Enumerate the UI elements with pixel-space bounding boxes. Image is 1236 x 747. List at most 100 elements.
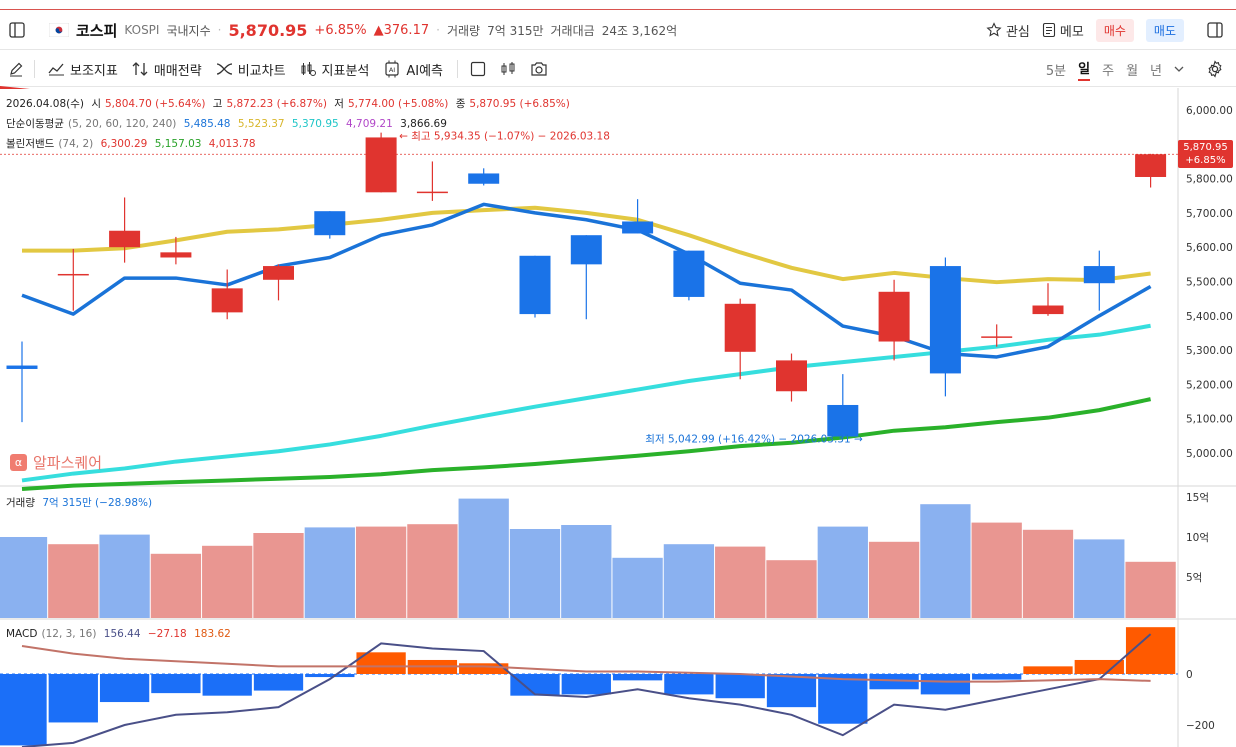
- candle-body: [981, 336, 1013, 338]
- tool-analysis[interactable]: 지표분석: [300, 60, 369, 79]
- sell-button[interactable]: 매도: [1145, 18, 1184, 42]
- candle: [57, 248, 89, 311]
- period-day[interactable]: 일: [1078, 58, 1091, 81]
- chart-canvas[interactable]: ← 최고 5,934.35 (−1.07%) − 2026.03.18 최저 5,…: [0, 88, 1236, 747]
- screenshot-button[interactable]: [530, 61, 548, 77]
- draw-tool-button[interactable]: [8, 51, 24, 87]
- candle: [160, 236, 192, 265]
- volume-bar: [612, 557, 663, 618]
- price-tick-label: 5,400.00: [1186, 311, 1233, 323]
- volume-value: 7억 315만: [487, 23, 544, 38]
- candle: [519, 255, 551, 318]
- stock-info: 코스피 KOSPI 국내지수 · 5,870.95 +6.85% ▲376.17…: [76, 20, 678, 40]
- candle: [1083, 250, 1115, 311]
- candle: [365, 132, 397, 193]
- low-annotation: 최저 5,042.99 (+16.42%) − 2026.03.31 →: [645, 433, 863, 445]
- tool-ai-label: AI예측: [406, 63, 444, 79]
- candle: [673, 250, 705, 301]
- period-year[interactable]: 년: [1150, 63, 1162, 79]
- volume-bar: [48, 544, 99, 618]
- volume-bar: [1022, 529, 1074, 618]
- macd-legend[interactable]: MACD (12, 3, 16) 156.44 −27.18 183.62: [6, 628, 235, 640]
- volume-bar: [0, 537, 48, 618]
- bb-lower-value: 4,013.78: [208, 138, 256, 150]
- candle-body: [468, 173, 500, 184]
- ma5-line: [21, 202, 1152, 359]
- signal-value: −27.18: [147, 628, 187, 640]
- volume-legend[interactable]: 거래량 7억 315만 (−28.98%): [6, 495, 156, 510]
- chart-toolbar: 보조지표 매매전략 비교차트 지표분석 AI AI예측 5분 일: [0, 51, 1236, 87]
- candle-body: [827, 404, 859, 437]
- strategy-icon: [132, 62, 148, 76]
- candle: [1032, 283, 1064, 316]
- ma20-line: [22, 205, 1151, 285]
- buy-button[interactable]: 매수: [1095, 18, 1134, 42]
- sidebar-toggle-icon[interactable]: [8, 10, 26, 50]
- side-panel-toggle-icon[interactable]: [1206, 10, 1224, 50]
- stock-name: 코스피: [76, 21, 118, 40]
- macd-histogram-bar: [818, 674, 868, 724]
- signal-line: [21, 644, 1151, 683]
- change-percent: +6.85%: [314, 22, 367, 38]
- svg-text:AI: AI: [389, 66, 395, 74]
- volume-bar: [715, 546, 766, 618]
- macd-params: (12, 3, 16): [41, 628, 97, 640]
- alphasquare-logo-icon: α: [10, 454, 27, 471]
- volume-bar: [509, 529, 561, 618]
- price-tick-label: 5,000.00: [1186, 448, 1233, 460]
- korea-flag-icon: [48, 10, 70, 50]
- square-icon: [470, 61, 486, 77]
- candle-type-button[interactable]: [500, 61, 516, 77]
- ma20-value: 5,523.37: [237, 118, 285, 130]
- macd-label: MACD: [6, 628, 38, 640]
- candle-body: [1135, 154, 1167, 177]
- macd-histogram-bar: [151, 674, 201, 694]
- macd-histogram-bar: [305, 674, 355, 678]
- settings-button[interactable]: [1206, 51, 1224, 87]
- candle-body: [570, 235, 602, 265]
- macd-histogram-bar: [869, 674, 919, 690]
- candle: [724, 298, 756, 380]
- legend-date: 2026.04.08(수): [6, 98, 84, 110]
- period-month[interactable]: 월: [1126, 63, 1139, 79]
- candlestick-icon: [501, 62, 515, 75]
- ma5-value: 5,485.48: [183, 118, 231, 130]
- tool-compare[interactable]: 비교차트: [216, 60, 286, 79]
- ma-legend[interactable]: 단순이동평균 (5, 20, 60, 120, 240) 5,485.48 5,5…: [6, 116, 451, 131]
- volume-legend-value: 7억 315만 (−28.98%): [42, 497, 153, 509]
- macd-histogram-bar: [48, 674, 98, 723]
- volume-bar: [202, 545, 253, 618]
- memo-button[interactable]: 메모: [1042, 21, 1084, 40]
- watch-label: 관심: [1005, 24, 1030, 40]
- tool-indicator[interactable]: 보조지표: [48, 60, 118, 79]
- volume-bar: [1125, 561, 1176, 618]
- high-annotation: ← 최고 5,934.35 (−1.07%) − 2026.03.18: [399, 131, 610, 143]
- macd-tick-label: −200: [1186, 720, 1215, 732]
- candle: [776, 353, 807, 402]
- current-price: 5,870.95: [228, 20, 308, 40]
- ma240-value: 3,866.69: [400, 118, 447, 130]
- tool-strategy[interactable]: 매매전략: [132, 60, 202, 79]
- candle-body: [57, 273, 89, 276]
- ma60-value: 5,370.95: [291, 118, 339, 130]
- macd-histogram-bar: [510, 674, 560, 696]
- layout-button[interactable]: [470, 61, 486, 77]
- tool-strategy-label: 매매전략: [153, 63, 202, 79]
- candle: [109, 197, 141, 263]
- volume-tick-label: 10억: [1186, 532, 1209, 544]
- camera-icon: [531, 62, 547, 76]
- period-5min[interactable]: 5분: [1045, 63, 1067, 79]
- tool-group: 보조지표 매매전략 비교차트 지표분석 AI AI예측: [48, 51, 562, 87]
- stock-code: KOSPI: [124, 23, 160, 37]
- chevron-down-icon[interactable]: [1174, 62, 1184, 77]
- candle-body: [776, 360, 807, 392]
- macd-value: 156.44: [103, 628, 141, 640]
- bb-legend[interactable]: 볼린저밴드 (74, 2) 6,300.29 5,157.03 4,013.78: [6, 136, 260, 151]
- period-week[interactable]: 주: [1102, 63, 1115, 79]
- macd-histogram-bar: [664, 674, 714, 695]
- watch-button[interactable]: 관심: [986, 21, 1030, 40]
- volume-bar: [920, 504, 971, 618]
- candle-body: [519, 255, 551, 315]
- tool-ai[interactable]: AI AI예측: [383, 60, 443, 79]
- bb-params: (74, 2): [58, 138, 94, 150]
